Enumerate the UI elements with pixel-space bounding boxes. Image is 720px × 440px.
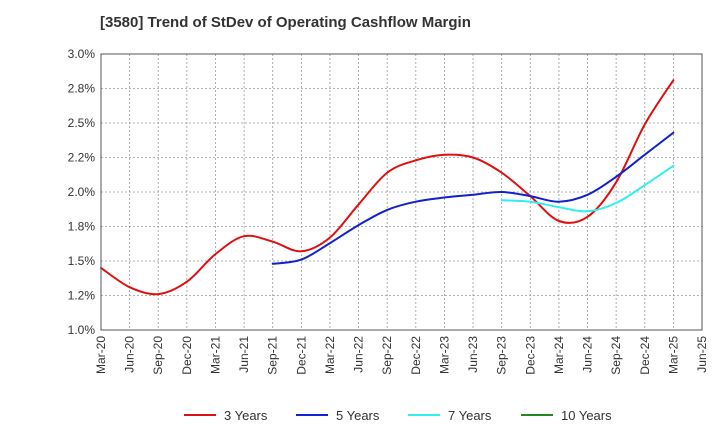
- chart-title: [3580] Trend of StDev of Operating Cashf…: [100, 14, 471, 31]
- x-tick-label: Dec-20: [180, 336, 194, 375]
- legend-label-10-years: 10 Years: [561, 408, 612, 423]
- y-tick-label: 1.2%: [68, 289, 96, 303]
- series-line-5-years: [271, 131, 675, 265]
- series-line-3-years: [100, 79, 675, 296]
- series-line-7-years: [500, 164, 675, 213]
- legend-label-5-years: 5 Years: [336, 408, 380, 423]
- x-tick-label: Sep-23: [495, 336, 509, 375]
- y-tick-label: 1.8%: [68, 220, 96, 234]
- x-tick-label: Mar-20: [94, 336, 108, 374]
- x-tick-label: Dec-24: [638, 336, 652, 375]
- x-tick-label: Jun-25: [695, 336, 709, 373]
- y-tick-label: 2.5%: [68, 116, 96, 130]
- x-tick-label: Dec-22: [409, 336, 423, 375]
- x-axis: Mar-20 Jun-20 Sep-20 Dec-20 Mar-21 Jun-21 Sep-…: [94, 336, 709, 375]
- x-tick-label: Mar-24: [552, 336, 566, 374]
- y-tick-label: 2.0%: [68, 185, 96, 199]
- x-tick-label: Mar-23: [437, 336, 451, 374]
- x-tick-label: Mar-22: [323, 336, 337, 374]
- y-tick-label: 2.8%: [68, 82, 96, 96]
- grid: [100, 53, 703, 331]
- x-tick-label: Jun-24: [581, 336, 595, 373]
- x-tick-label: Mar-21: [208, 336, 222, 374]
- x-tick-label: Sep-21: [266, 336, 280, 375]
- legend: 3 Years 5 Years 7 Years 10 Years: [184, 408, 612, 423]
- legend-label-7-years: 7 Years: [448, 408, 492, 423]
- y-tick-label: 1.5%: [68, 254, 96, 268]
- x-tick-label: Dec-23: [523, 336, 537, 375]
- y-tick-label: 1.0%: [68, 323, 96, 337]
- x-tick-label: Dec-21: [294, 336, 308, 375]
- x-tick-label: Jun-20: [123, 336, 137, 373]
- x-tick-label: Jun-23: [466, 336, 480, 373]
- y-tick-label: 2.2%: [68, 151, 96, 165]
- x-tick-label: Sep-22: [380, 336, 394, 375]
- x-tick-label: Sep-24: [609, 336, 623, 375]
- plot-area: [100, 53, 703, 331]
- series-lines: [100, 79, 675, 296]
- x-tick-label: Jun-22: [352, 336, 366, 373]
- x-tick-label: Mar-25: [666, 336, 680, 374]
- legend-label-3-years: 3 Years: [224, 408, 268, 423]
- y-axis: 1.0% 1.2% 1.5% 1.8% 2.0% 2.2% 2.5% 2.8% 3.0%: [68, 47, 96, 337]
- x-tick-label: Sep-20: [151, 336, 165, 375]
- x-tick-label: Jun-21: [237, 336, 251, 373]
- y-tick-label: 3.0%: [68, 47, 96, 61]
